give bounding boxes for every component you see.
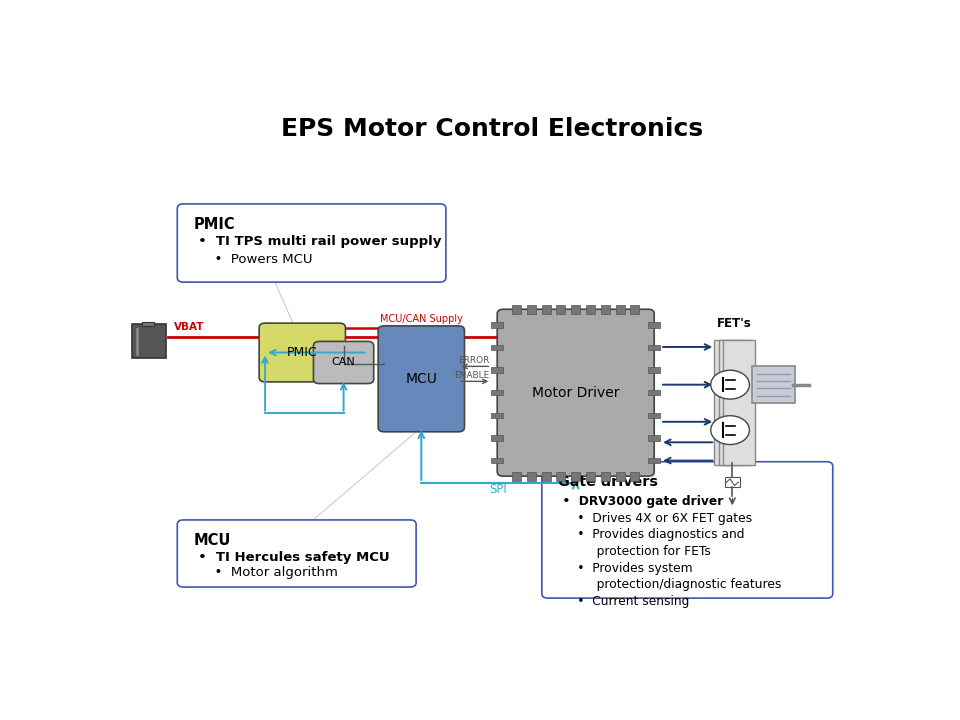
Bar (541, 472, 551, 480)
Text: PMIC: PMIC (287, 346, 318, 359)
FancyBboxPatch shape (132, 324, 166, 358)
Bar (725, 477, 740, 487)
Bar (492, 390, 503, 395)
Bar (601, 305, 610, 314)
Text: FET's: FET's (717, 318, 752, 330)
FancyBboxPatch shape (313, 341, 373, 384)
Text: •  Current sensing: • Current sensing (554, 595, 689, 608)
Bar (586, 472, 595, 480)
Bar (512, 305, 521, 314)
Bar (527, 472, 536, 480)
FancyBboxPatch shape (541, 462, 832, 598)
Text: •  Provides diagnostics and: • Provides diagnostics and (554, 528, 744, 541)
FancyBboxPatch shape (378, 326, 465, 432)
FancyBboxPatch shape (723, 341, 756, 464)
Bar (142, 322, 155, 326)
Bar (615, 305, 625, 314)
FancyBboxPatch shape (752, 366, 795, 403)
Text: •  TI Hercules safety MCU: • TI Hercules safety MCU (189, 551, 390, 564)
Text: MCU: MCU (405, 372, 437, 386)
Bar (571, 305, 580, 314)
Bar (648, 367, 660, 373)
Text: EPS Motor Control Electronics: EPS Motor Control Electronics (281, 117, 703, 141)
FancyBboxPatch shape (178, 520, 416, 587)
FancyBboxPatch shape (178, 204, 445, 282)
Bar (648, 390, 660, 395)
Bar (648, 435, 660, 441)
FancyBboxPatch shape (497, 310, 654, 476)
FancyBboxPatch shape (713, 341, 747, 464)
Text: •  Provides system: • Provides system (554, 562, 692, 575)
Text: PMIC: PMIC (194, 217, 235, 233)
Text: protection for FETs: protection for FETs (554, 545, 710, 558)
Bar (492, 367, 503, 373)
Text: •  TI TPS multi rail power supply: • TI TPS multi rail power supply (189, 235, 442, 248)
Text: ENABLE: ENABLE (454, 371, 489, 380)
Bar (557, 305, 565, 314)
Text: ERROR: ERROR (458, 356, 489, 365)
Text: CAN: CAN (332, 358, 355, 367)
Bar (492, 345, 503, 350)
Bar (557, 472, 565, 480)
Text: Gate drivers: Gate drivers (558, 475, 659, 489)
Bar (648, 458, 660, 464)
FancyBboxPatch shape (719, 341, 752, 464)
Bar (492, 458, 503, 464)
Bar (541, 305, 551, 314)
Text: MCU: MCU (194, 534, 231, 548)
Bar (648, 322, 660, 328)
Text: VBAT: VBAT (174, 322, 204, 332)
Text: •  Powers MCU: • Powers MCU (189, 253, 313, 266)
Bar (648, 413, 660, 418)
Bar (631, 472, 639, 480)
Bar (601, 472, 610, 480)
Bar (631, 305, 639, 314)
Bar (527, 305, 536, 314)
FancyBboxPatch shape (259, 323, 346, 382)
Bar (512, 472, 521, 480)
Text: Motor Driver: Motor Driver (532, 386, 619, 400)
Bar (586, 305, 595, 314)
Text: SPI: SPI (490, 483, 508, 496)
Bar (492, 413, 503, 418)
Text: protection/diagnostic features: protection/diagnostic features (554, 578, 781, 591)
Text: •  DRV3000 gate driver: • DRV3000 gate driver (554, 495, 723, 508)
Bar (615, 472, 625, 480)
Circle shape (710, 370, 750, 399)
Bar (492, 435, 503, 441)
Text: MCU/CAN Supply: MCU/CAN Supply (380, 314, 464, 324)
Bar (648, 345, 660, 350)
Text: •  Motor algorithm: • Motor algorithm (189, 566, 338, 579)
Circle shape (710, 415, 750, 444)
Text: •  Drives 4X or 6X FET gates: • Drives 4X or 6X FET gates (554, 512, 752, 525)
Bar (492, 322, 503, 328)
Bar (571, 472, 580, 480)
